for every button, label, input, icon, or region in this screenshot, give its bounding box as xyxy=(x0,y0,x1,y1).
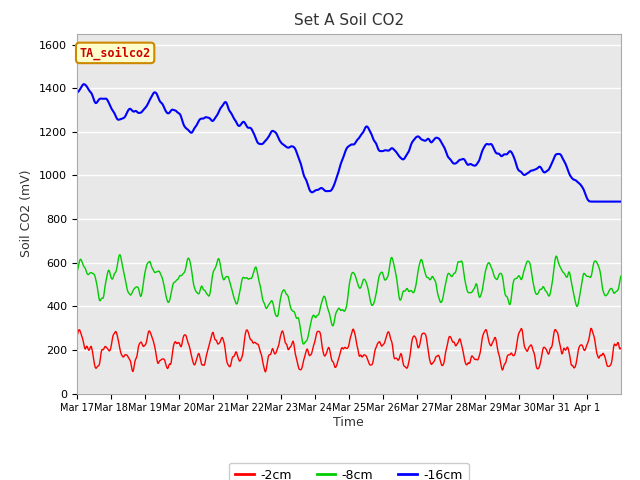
Text: TA_soilco2: TA_soilco2 xyxy=(79,46,151,60)
X-axis label: Time: Time xyxy=(333,416,364,429)
Y-axis label: Soil CO2 (mV): Soil CO2 (mV) xyxy=(20,170,33,257)
Legend: -2cm, -8cm, -16cm: -2cm, -8cm, -16cm xyxy=(229,463,468,480)
Title: Set A Soil CO2: Set A Soil CO2 xyxy=(294,13,404,28)
